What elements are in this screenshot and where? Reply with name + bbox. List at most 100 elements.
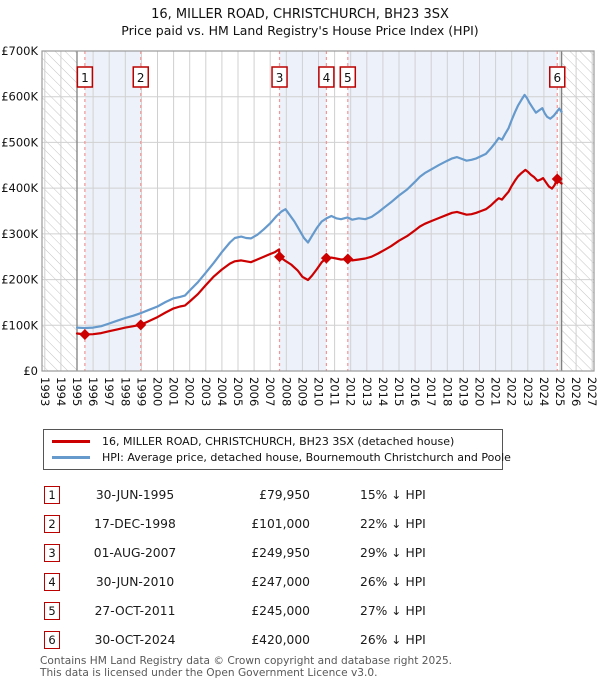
x-tick-label: 1996 bbox=[86, 377, 100, 406]
sale-price: £79,950 bbox=[259, 487, 310, 502]
x-tick-label: 2018 bbox=[440, 377, 454, 406]
x-tick-label: 1997 bbox=[102, 377, 116, 406]
table-row: 2 17-DEC-1998 £101,000 22% ↓ HPI bbox=[44, 509, 564, 538]
sale-number-box bbox=[549, 66, 566, 88]
x-tick-label: 2003 bbox=[199, 377, 213, 406]
x-tick-label: 2026 bbox=[569, 377, 583, 406]
hpi-line bbox=[75, 93, 563, 330]
owned-period-band bbox=[84, 51, 141, 371]
x-tick-label: 2022 bbox=[505, 377, 519, 406]
sale-marker bbox=[135, 319, 147, 331]
x-tick-label: 1994 bbox=[54, 377, 68, 406]
x-tick-label: 2000 bbox=[151, 377, 165, 406]
sale-number-box-label: 3 bbox=[276, 71, 284, 85]
sale-date: 17-DEC-1998 bbox=[94, 516, 176, 531]
sale-number-box bbox=[318, 66, 335, 88]
x-tick-label: 2025 bbox=[553, 377, 567, 406]
plot-border bbox=[41, 50, 595, 372]
y-tick-label: £300K bbox=[1, 227, 38, 241]
property-line bbox=[75, 168, 563, 336]
x-tick-label: 2023 bbox=[521, 377, 535, 406]
sale-number-box bbox=[339, 66, 357, 88]
page-title: 16, MILLER ROAD, CHRISTCHURCH, BH23 3SX bbox=[151, 7, 449, 22]
x-tick-label: 2007 bbox=[263, 377, 277, 406]
sale-number-badge: 2 bbox=[44, 514, 60, 533]
sale-price: £420,000 bbox=[251, 632, 310, 647]
x-tick-label: 2008 bbox=[279, 377, 293, 406]
sales-table: 1 30-JUN-1995 £79,950 15% ↓ HPI 2 17-DEC… bbox=[44, 480, 564, 654]
sale-marker bbox=[551, 173, 563, 185]
x-tick-label: 1993 bbox=[38, 377, 52, 406]
x-tick-label: 2016 bbox=[408, 377, 422, 406]
x-tick-label: 2004 bbox=[215, 377, 229, 406]
sale-number-box-label: 6 bbox=[553, 71, 561, 85]
license-footer: Contains HM Land Registry data © Crown c… bbox=[40, 655, 580, 679]
x-tick-label: 2017 bbox=[424, 377, 438, 406]
sale-price: £101,000 bbox=[251, 516, 310, 531]
sale-date: 27-OCT-2011 bbox=[94, 603, 176, 618]
sale-price: £245,000 bbox=[251, 603, 310, 618]
x-tick-label: 2001 bbox=[167, 377, 181, 406]
sale-date: 30-JUN-1995 bbox=[95, 487, 175, 502]
legend-item-property: 16, MILLER ROAD, CHRISTCHURCH, BH23 3SX … bbox=[52, 433, 494, 449]
y-tick-label: £700K bbox=[1, 46, 38, 58]
legend-label: 16, MILLER ROAD, CHRISTCHURCH, BH23 3SX … bbox=[102, 434, 455, 448]
sale-number-box-label: 2 bbox=[137, 71, 145, 85]
legend-label: HPI: Average price, detached house, Bour… bbox=[102, 450, 511, 464]
sale-date: 30-OCT-2024 bbox=[94, 632, 176, 647]
x-tick-label: 2013 bbox=[360, 377, 374, 406]
sale-date: 30-JUN-2010 bbox=[95, 574, 175, 589]
table-row: 5 27-OCT-2011 £245,000 27% ↓ HPI bbox=[44, 596, 564, 625]
x-tick-label: 2015 bbox=[392, 377, 406, 406]
no-data-hatch-left bbox=[42, 51, 77, 371]
x-tick-label: 2019 bbox=[456, 377, 470, 406]
sale-number-box-label: 4 bbox=[323, 71, 331, 85]
x-tick-label: 2027 bbox=[585, 377, 599, 406]
hpi-line-swatch bbox=[52, 455, 90, 459]
price-chart: 1 2 3 4 5 6 £0 £100K £200K £300K £400K £500K £600K £7… bbox=[0, 44, 600, 409]
x-tick-label: 2005 bbox=[231, 377, 245, 406]
x-tick-label: 2014 bbox=[376, 377, 390, 406]
footer-line-1: Contains HM Land Registry data © Crown c… bbox=[40, 655, 453, 667]
sale-marker bbox=[342, 253, 354, 265]
x-tick-label: 2006 bbox=[247, 377, 261, 406]
x-tick-label: 2024 bbox=[537, 377, 551, 406]
legend-item-hpi: HPI: Average price, detached house, Bour… bbox=[52, 449, 511, 465]
sale-number-box bbox=[76, 66, 94, 88]
sale-number-box-label: 1 bbox=[81, 71, 89, 85]
sale-hpi-relation: 22% ↓ HPI bbox=[360, 516, 426, 531]
sale-marker bbox=[79, 328, 91, 340]
y-tick-label: £500K bbox=[1, 135, 38, 149]
y-tick-label: £200K bbox=[1, 273, 38, 287]
x-tick-label: 1998 bbox=[118, 377, 132, 406]
x-tick-label: 2010 bbox=[312, 377, 326, 406]
y-tick-label: £0 bbox=[23, 364, 38, 378]
sale-number-box bbox=[271, 66, 288, 88]
x-tick-label: 2002 bbox=[183, 377, 197, 406]
sale-hpi-relation: 27% ↓ HPI bbox=[360, 603, 426, 618]
no-data-hatch-right bbox=[561, 51, 594, 371]
table-row: 3 01-AUG-2007 £249,950 29% ↓ HPI bbox=[44, 538, 564, 567]
sale-date: 01-AUG-2007 bbox=[93, 545, 177, 560]
chart-legend: 16, MILLER ROAD, CHRISTCHURCH, BH23 3SX … bbox=[43, 429, 511, 470]
sale-number-box bbox=[132, 66, 150, 88]
sale-price: £247,000 bbox=[251, 574, 310, 589]
sale-number-badge: 1 bbox=[44, 485, 60, 504]
y-tick-label: £400K bbox=[1, 181, 38, 195]
sale-price: £249,950 bbox=[251, 545, 310, 560]
table-row: 6 30-OCT-2024 £420,000 26% ↓ HPI bbox=[44, 625, 564, 654]
x-tick-label: 2011 bbox=[328, 377, 342, 406]
sale-hpi-relation: 26% ↓ HPI bbox=[360, 574, 426, 589]
x-tick-label: 2021 bbox=[489, 377, 503, 406]
y-tick-label: £600K bbox=[1, 90, 38, 104]
y-tick-label: £100K bbox=[1, 318, 38, 332]
sale-marker bbox=[320, 252, 332, 264]
sale-number-box-label: 5 bbox=[344, 71, 352, 85]
x-tick-label: 2009 bbox=[295, 377, 309, 406]
property-line-swatch bbox=[52, 439, 90, 443]
table-row: 1 30-JUN-1995 £79,950 15% ↓ HPI bbox=[44, 480, 564, 509]
sale-number-badge: 3 bbox=[44, 543, 60, 562]
sale-number-badge: 4 bbox=[44, 572, 60, 591]
x-tick-label: 2020 bbox=[473, 377, 487, 406]
x-tick-label: 2012 bbox=[344, 377, 358, 406]
